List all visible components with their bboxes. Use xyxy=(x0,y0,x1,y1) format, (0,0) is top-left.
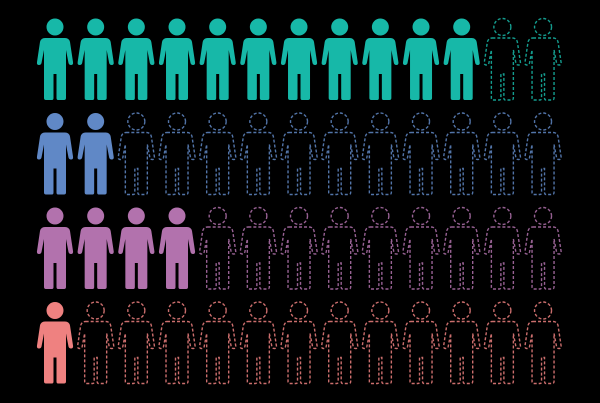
person-icon-empty xyxy=(158,301,196,385)
person-icon-empty xyxy=(524,301,562,385)
person-icon-empty xyxy=(117,301,156,385)
person-icon-filled xyxy=(118,18,155,100)
person-icon-filled xyxy=(362,18,399,100)
person-icon-empty xyxy=(320,112,359,196)
person-icon-empty xyxy=(402,301,440,385)
person-icon-filled xyxy=(118,207,155,289)
person-icon-empty xyxy=(483,112,522,196)
person-icon-filled xyxy=(77,18,114,100)
person-icon-empty xyxy=(524,112,562,196)
person-icon-empty xyxy=(158,112,196,196)
person-icon-filled xyxy=(280,18,318,100)
person-icon-empty xyxy=(483,17,522,101)
person-icon-filled xyxy=(321,18,358,100)
pictogram-row-3 xyxy=(36,206,562,290)
person-icon-filled xyxy=(77,207,114,289)
pictogram-row-2 xyxy=(36,112,562,196)
person-icon-empty xyxy=(483,206,522,290)
person-icon-empty xyxy=(320,206,359,290)
person-icon-empty xyxy=(117,112,156,196)
person-icon-filled xyxy=(158,207,196,289)
person-icon-empty xyxy=(76,301,115,385)
person-icon-empty xyxy=(442,301,481,385)
person-icon-empty xyxy=(402,112,440,196)
person-icon-empty xyxy=(524,206,562,290)
person-icon-empty xyxy=(524,17,562,101)
person-icon-empty xyxy=(280,301,318,385)
person-icon-empty xyxy=(442,206,481,290)
person-icon-empty xyxy=(239,112,278,196)
person-icon-filled xyxy=(77,113,114,195)
person-icon-filled xyxy=(36,18,74,100)
person-icon-filled xyxy=(36,302,74,384)
person-icon-empty xyxy=(320,301,359,385)
person-icon-empty xyxy=(361,206,400,290)
person-icon-empty xyxy=(361,301,400,385)
person-icon-filled xyxy=(199,18,236,100)
person-icon-empty xyxy=(402,206,440,290)
person-icon-filled xyxy=(158,18,196,100)
person-icon-empty xyxy=(442,112,481,196)
person-icon-empty xyxy=(239,206,278,290)
person-icon-empty xyxy=(483,301,522,385)
person-icon-filled xyxy=(36,207,74,289)
person-icon-filled xyxy=(36,113,74,195)
pictogram-row-4 xyxy=(36,301,562,385)
person-icon-empty xyxy=(198,112,237,196)
person-icon-empty xyxy=(280,112,318,196)
pictogram-row-1 xyxy=(36,17,562,101)
person-icon-empty xyxy=(361,112,400,196)
person-icon-filled xyxy=(402,18,440,100)
person-icon-empty xyxy=(198,206,237,290)
person-icon-empty xyxy=(239,301,278,385)
person-icon-filled xyxy=(240,18,277,100)
person-icon-empty xyxy=(280,206,318,290)
person-icon-filled xyxy=(443,18,480,100)
person-icon-empty xyxy=(198,301,237,385)
